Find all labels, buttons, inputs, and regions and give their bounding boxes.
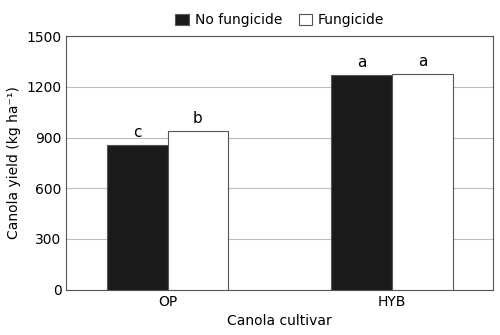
Text: b: b: [193, 111, 203, 126]
Text: c: c: [133, 125, 141, 140]
X-axis label: Canola cultivar: Canola cultivar: [228, 314, 332, 328]
Y-axis label: Canola yield (kg ha⁻¹): Canola yield (kg ha⁻¹): [7, 86, 21, 239]
Text: a: a: [357, 55, 366, 70]
Text: a: a: [418, 54, 427, 69]
Bar: [392, 74, 453, 290]
Bar: [106, 145, 168, 290]
Legend: No fungicide, Fungicide: No fungicide, Fungicide: [170, 8, 390, 33]
Bar: [331, 75, 392, 290]
Bar: [168, 131, 228, 290]
